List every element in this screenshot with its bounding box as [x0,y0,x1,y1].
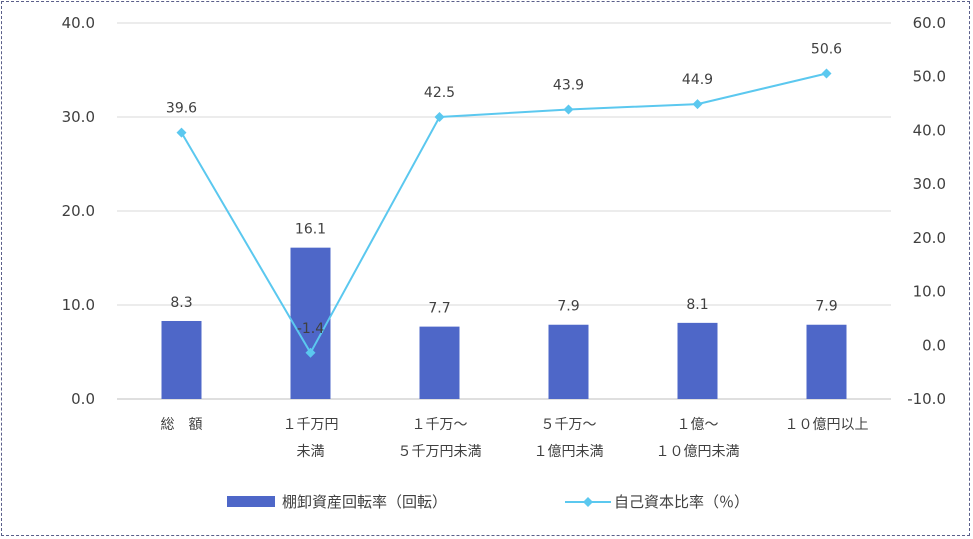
line-data-label: 44.9 [682,72,713,88]
line-data-labels: 39.6 -1.4 42.5 43.9 44.9 50.6 [166,41,842,336]
right-tick-label: 40.0 [913,121,946,139]
category-label: １千万円 [283,417,339,433]
left-tick-label: 20.0 [62,202,95,220]
line-series [176,68,832,358]
bar-data-labels: 8.3 16.1 7.7 7.9 8.1 7.9 [170,222,837,317]
line-data-label: 50.6 [811,41,842,57]
legend-label-line: 自己資本比率（％） [614,493,749,511]
right-axis-ticks: -10.0 0.0 10.0 20.0 30.0 40.0 50.0 60.0 [907,14,946,408]
bar [806,324,847,399]
category-label: １０億円以上 [785,417,869,433]
category-label: 未満 [297,444,325,460]
bar [161,320,202,399]
category-label: ５千万～ [541,417,597,433]
bar [548,324,589,399]
bar [290,247,331,399]
right-tick-label: 10.0 [913,283,946,301]
bar-data-label: 8.3 [170,295,192,311]
bar-data-label: 7.9 [557,299,579,315]
bar-data-label: 8.1 [686,297,708,313]
line-path [180,72,827,354]
left-axis-ticks: 0.0 10.0 20.0 30.0 40.0 [62,14,95,408]
category-label: １億円未満 [534,444,604,460]
bar-series [161,247,847,399]
right-tick-label: -10.0 [907,390,946,408]
left-tick-label: 0.0 [71,390,95,408]
category-label: １０億円未満 [656,444,740,460]
line-data-label: 43.9 [553,77,584,93]
line-data-label: 39.6 [166,101,197,117]
right-tick-label: 30.0 [913,175,946,193]
right-tick-label: 20.0 [913,229,946,247]
left-tick-label: 10.0 [62,296,95,314]
category-label: １千万～ [412,417,468,433]
right-tick-label: 60.0 [913,14,946,32]
left-tick-label: 40.0 [62,14,95,32]
line-data-label: -1.4 [297,321,324,337]
line-marker [692,99,703,110]
line-marker [176,127,187,138]
line-data-label: 42.5 [424,85,455,101]
line-marker [305,347,316,358]
legend: 棚卸資産回転率（回転） 自己資本比率（％） [227,493,749,511]
bar-data-label: 16.1 [295,222,326,238]
left-tick-label: 30.0 [62,108,95,126]
line-marker [563,104,574,115]
bar-data-label: 7.9 [815,299,837,315]
bar [677,322,718,399]
legend-label-bar: 棚卸資産回転率（回転） [282,493,447,511]
line-marker [434,112,445,122]
legend-marker-line [583,497,593,507]
right-tick-label: 0.0 [922,336,946,354]
gridlines [117,22,891,400]
category-label: 総 額 [161,417,203,433]
legend-swatch-bar [227,496,275,507]
right-tick-label: 50.0 [913,68,946,86]
bar-data-label: 7.7 [428,301,450,317]
line-marker [821,68,832,79]
bar [419,326,460,399]
category-label: ５千万円未満 [398,444,482,460]
category-label: １億～ [677,417,719,433]
